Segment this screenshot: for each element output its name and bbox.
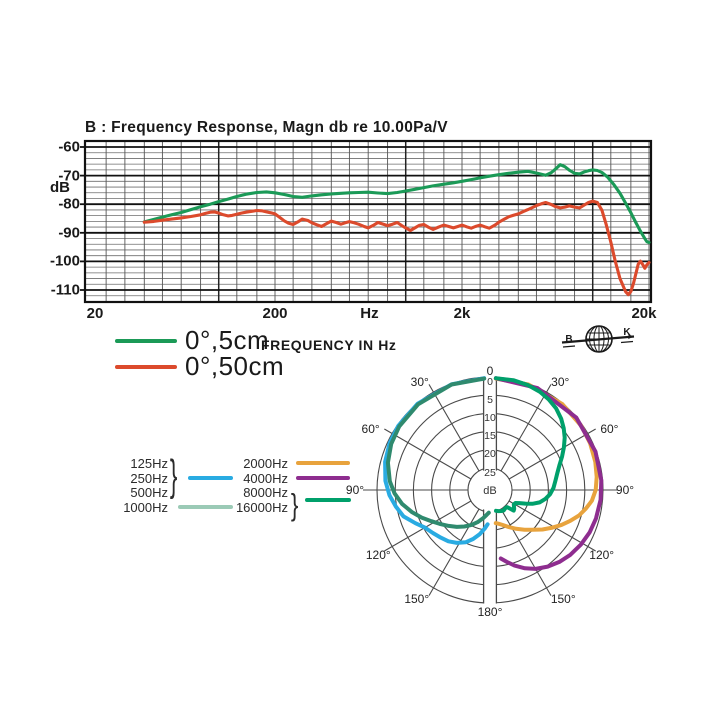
logo-letter-b: B xyxy=(565,334,572,345)
polar-angle-label-90-right: 90° xyxy=(615,483,635,497)
fr-x-tick-Hz: Hz xyxy=(360,305,379,322)
fr-x-tick-200: 200 xyxy=(262,305,288,322)
fr-x-tick-20k: 20k xyxy=(631,305,657,322)
polar-legend-line-2000hz xyxy=(296,461,350,465)
polar-curve-4000Hz xyxy=(493,376,604,571)
fr-y-tick--70: -70 xyxy=(58,167,80,185)
fr-y-axis-unit: dB xyxy=(50,179,70,196)
legend-group-brace-right: } xyxy=(290,487,299,522)
fr-y-tick--100: -100 xyxy=(49,252,80,270)
polar-radial-tick-10: 10 xyxy=(484,411,496,424)
fr-y-tick--80: -80 xyxy=(58,195,80,213)
fr-x-tick-20: 20 xyxy=(86,305,104,322)
polar-legend-label-2000hz: 2000Hz xyxy=(243,456,288,471)
polar-legend-label-1000hz: 1000Hz xyxy=(123,499,168,515)
fr-chart-title: B : Frequency Response, Magn db re 10.00… xyxy=(85,119,448,136)
polar-angle-label-150-left: 150° xyxy=(404,591,430,606)
polar-radial-tick-5: 5 xyxy=(487,393,493,406)
fr-legend-line-0deg5cm xyxy=(115,339,177,343)
polar-legend-line-250hz-group xyxy=(188,475,233,480)
polar-legend-label-250hz: 250Hz xyxy=(130,470,168,486)
fr-curve-0deg-50cm xyxy=(142,199,651,297)
polar-radial-tick-15: 15 xyxy=(484,430,496,443)
polar-legend-label-16000hz: 16000Hz xyxy=(235,499,288,515)
fr-legend-label-0deg5cm: 0°,5cm xyxy=(185,325,270,355)
polar-legend-label-4000hz: 4000Hz xyxy=(243,470,288,486)
legend-group-brace-left: } xyxy=(169,451,178,500)
fr-y-tick--90: -90 xyxy=(58,224,80,242)
polar-angle-label-120-left: 120° xyxy=(365,547,391,562)
polar-legend-label-125hz: 125Hz xyxy=(130,456,168,471)
polar-center-unit: dB xyxy=(483,485,497,497)
polar-legend-line-8000hz-group xyxy=(305,497,351,502)
polar-angle-label-90-left: 90° xyxy=(345,483,365,497)
polar-angle-label-120-right: 120° xyxy=(589,547,615,562)
fr-y-tick--110: -110 xyxy=(50,281,80,299)
logo-letter-k: K xyxy=(623,327,631,338)
polar-legend-label-8000hz: 8000Hz xyxy=(243,485,288,500)
polar-legend-line-1000hz xyxy=(178,504,233,509)
fr-curve-0deg-5cm xyxy=(142,163,651,245)
polar-legend-label-500hz: 500Hz xyxy=(130,485,168,500)
fr-grid xyxy=(80,139,653,304)
polar-radial-tick-25: 25 xyxy=(484,466,496,479)
polar-legend-line-4000hz xyxy=(296,475,350,480)
polar-curve-1000Hz xyxy=(385,376,491,529)
polar-angle-label-30-left: 30° xyxy=(410,374,429,389)
polar-radial-tick-0: 0 xyxy=(487,375,493,388)
polar-angle-label-30-right: 30° xyxy=(551,374,570,389)
polar-top-angle-label: 0 xyxy=(486,364,494,378)
polar-curve-125-500Hz xyxy=(383,376,490,545)
polar-angle-label-150-right: 150° xyxy=(550,591,576,606)
polar-bottom-angle-label: 180° xyxy=(477,605,503,619)
fr-y-tick--60: -60 xyxy=(58,138,80,156)
fr-legend-line-0deg50cm xyxy=(115,365,177,369)
bk-logo: B K xyxy=(561,325,635,353)
fr-curves xyxy=(142,163,651,297)
polar-curve-8000-16000Hz xyxy=(493,376,567,514)
fr-legend-label-0deg50cm: 0°,50cm xyxy=(185,351,285,381)
frequency-axis-title: FREQUENCY IN Hz xyxy=(261,337,397,353)
logo-arrow xyxy=(561,335,635,344)
polar-angle-label-60-right: 60° xyxy=(600,422,619,437)
polar-radial-tick-20: 20 xyxy=(484,448,496,461)
fr-x-tick-2k: 2k xyxy=(453,305,471,322)
polar-curves xyxy=(383,376,604,571)
polar-angle-label-60-left: 60° xyxy=(361,422,380,437)
